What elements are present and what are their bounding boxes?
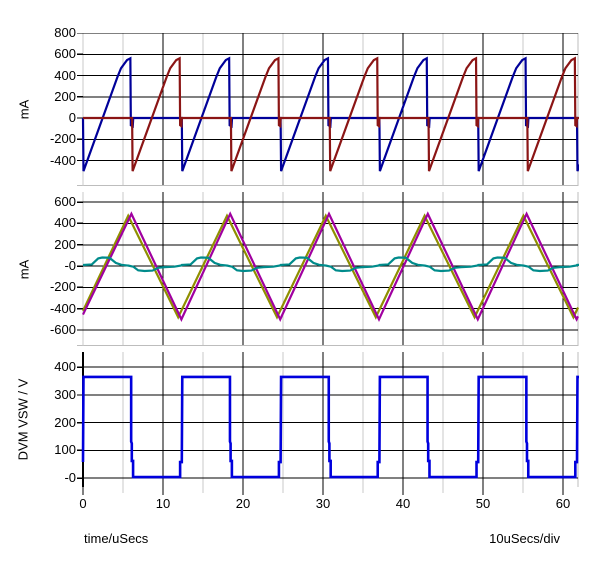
x-tick-label: 50 xyxy=(475,496,491,511)
plot3-canvas[interactable] xyxy=(77,352,579,487)
y-tick-label: 400 xyxy=(54,359,76,375)
y-tick-label: -400 xyxy=(49,152,76,168)
y-tick-label: 200 xyxy=(54,88,76,104)
y-tick-label: 200 xyxy=(54,414,76,430)
darkred-sawtooth-current-trace xyxy=(83,56,579,172)
teal-ripple-current-trace xyxy=(82,256,579,273)
x-tick-label: 40 xyxy=(395,496,411,511)
plot3-ylabel: DVM VSW / V xyxy=(15,378,31,461)
x-tick-label: 60 xyxy=(555,496,571,511)
y-tick-label: 600 xyxy=(54,46,76,62)
x-axis-ticks xyxy=(82,487,564,495)
y-tick-label: 800 xyxy=(54,25,76,40)
blue-square-voltage-trace xyxy=(81,375,579,479)
x-tick-label: 30 xyxy=(315,496,331,511)
y-tick-label: 600 xyxy=(54,194,76,210)
y-tick-label: 100 xyxy=(54,442,76,458)
plot2-ylabel: mA xyxy=(16,259,32,280)
plot1-canvas[interactable] xyxy=(77,33,579,186)
y-tick-label: 400 xyxy=(54,215,76,231)
y-tick-label: -200 xyxy=(49,131,76,147)
x-tick-label: 0 xyxy=(79,496,87,511)
y-tick-label: 400 xyxy=(54,67,76,83)
x-tick-label: 10 xyxy=(155,496,171,511)
x-axis-label: time/uSecs xyxy=(84,531,149,546)
y-tick-label: -0 xyxy=(64,258,76,274)
x-scale-label: 10uSecs/div xyxy=(489,531,560,546)
olive-triangle-current-trace xyxy=(82,213,579,320)
plot2-canvas[interactable] xyxy=(77,192,579,346)
plot1-ylabel: mA xyxy=(16,99,32,120)
y-tick-label: 200 xyxy=(54,236,76,252)
purple-triangle-current-trace xyxy=(82,211,579,322)
y-tick-label: 300 xyxy=(54,386,76,402)
y-tick-label: -0 xyxy=(64,470,76,486)
x-tick-label: 20 xyxy=(235,496,251,511)
y-tick-label: -600 xyxy=(49,322,76,337)
y-tick-label: -400 xyxy=(49,300,76,316)
y-tick-label: -200 xyxy=(49,279,76,295)
y-tick-label: 0 xyxy=(68,110,76,125)
